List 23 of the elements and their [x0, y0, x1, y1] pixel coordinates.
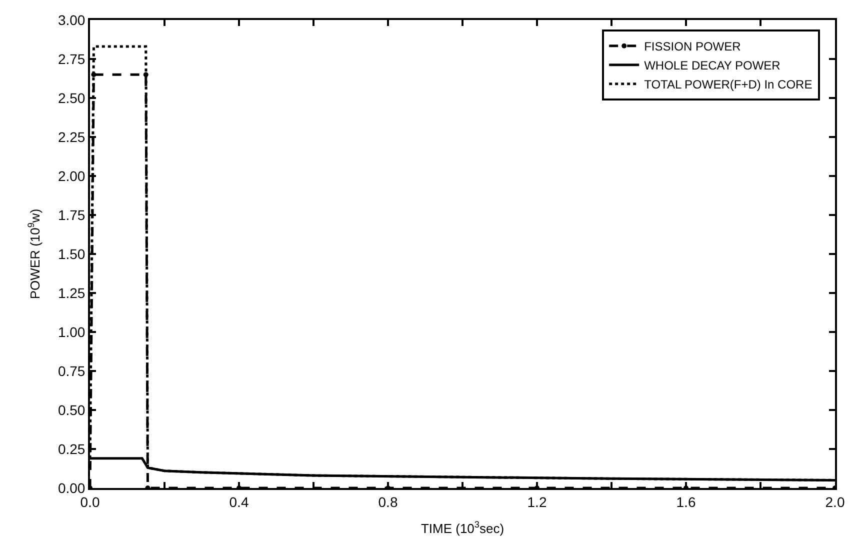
y-tick-label: 1.75	[58, 206, 86, 223]
y-tick-label: 0.25	[58, 440, 86, 457]
y-tick-label: 0.50	[58, 402, 86, 418]
x-tick-label: 0.8	[378, 494, 398, 510]
legend-label: TOTAL POWER(F+D) In CORE	[644, 78, 812, 92]
y-tick-label: 2.75	[58, 50, 86, 67]
y-tick-label: 2.00	[58, 168, 86, 184]
x-tick-label: 1.2	[527, 494, 547, 510]
y-tick-label: 1.50	[58, 246, 86, 262]
x-axis-title: TIME (10$^{3}$sec)	[420, 519, 504, 536]
x-tick-label: 0.0	[80, 494, 100, 510]
x-tick-label: 0.4	[229, 494, 249, 510]
y-tick-label: 3.00	[58, 12, 86, 28]
x-tick-label: 1.6	[676, 494, 696, 510]
y-tick-label: 0.75	[58, 362, 86, 379]
y-tick-label: 1.25	[58, 284, 86, 301]
y-tick-label: 2.25	[58, 128, 86, 145]
y-tick-label: 2.50	[58, 90, 86, 106]
legend-label: WHOLE DECAY POWER	[644, 58, 781, 73]
x-tick-label: 2.0	[825, 494, 845, 510]
y-tick-label: 0.00	[58, 480, 86, 496]
legend-label: FISSION POWER	[644, 40, 742, 54]
y-tick-label: 1.00	[58, 324, 86, 340]
